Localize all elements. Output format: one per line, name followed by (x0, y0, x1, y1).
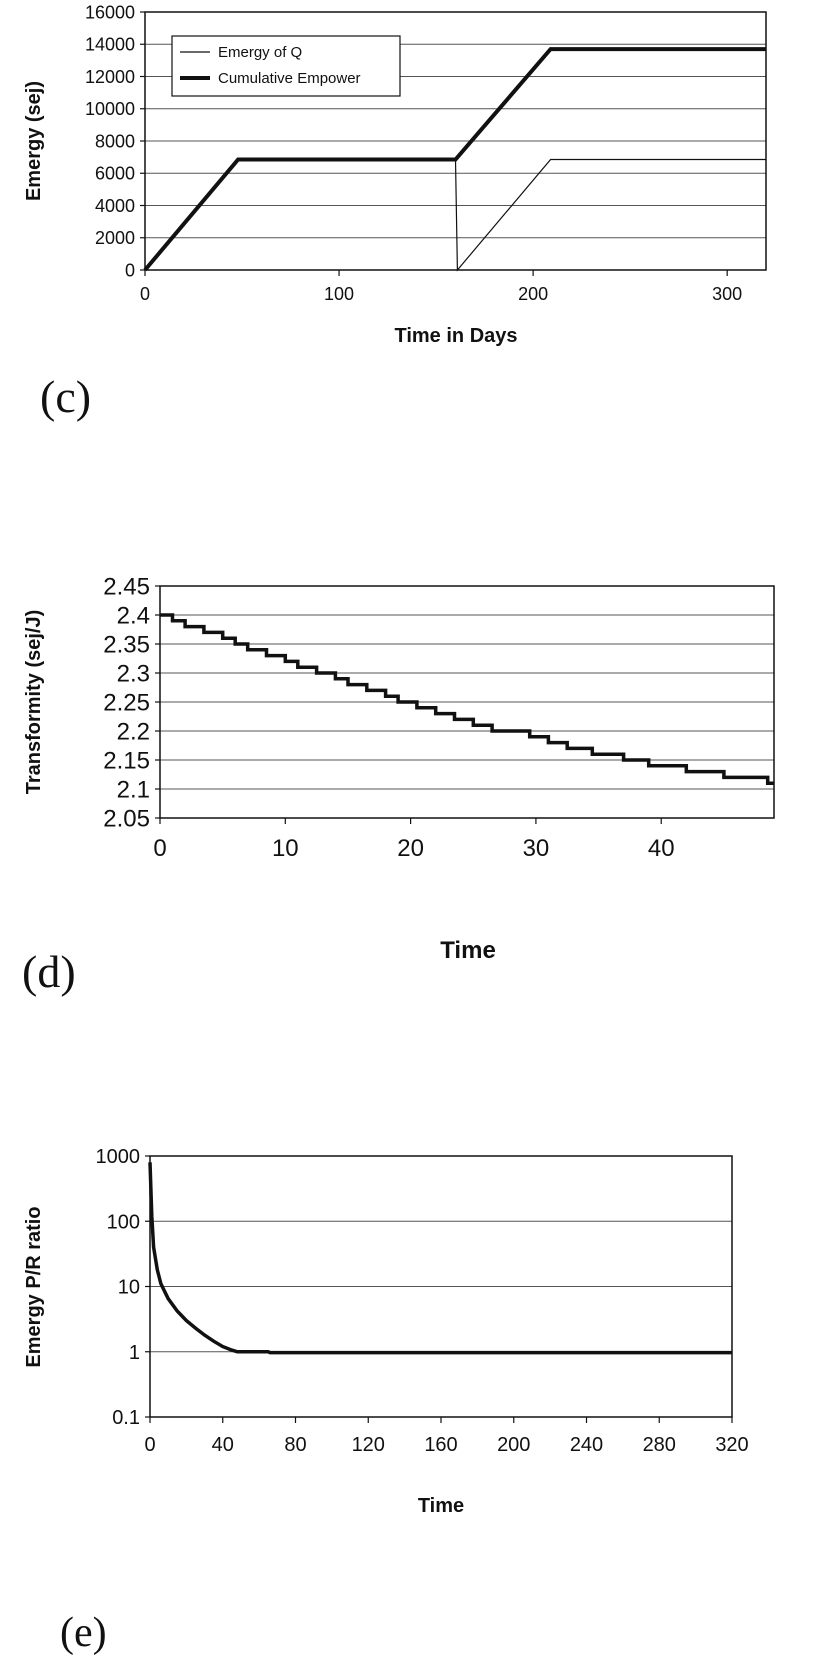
y-tick-label: 2.4 (117, 603, 150, 630)
panel-label: (c) (40, 371, 91, 422)
y-tick-label: 0.1 (112, 1407, 140, 1429)
x-tick-label: 0 (144, 1434, 155, 1456)
y-tick-label: 2000 (95, 228, 135, 248)
y-axis-label: Transformity (sej/J) (23, 610, 45, 795)
chart-panel-0: 0 2000 4000 6000 8000 10000 12000 14000 16000 0 10… (23, 2, 767, 422)
x-tick-label: 240 (570, 1434, 603, 1456)
x-axis-label: Time in Days (394, 325, 517, 347)
y-tick-label: 2.3 (117, 661, 150, 688)
x-axis-label: Time (418, 1495, 464, 1517)
y-axis-label: Emergy (sej) (23, 81, 45, 201)
x-tick-label: 100 (324, 284, 354, 304)
y-tick-label: 12000 (85, 67, 135, 87)
y-tick-label: 2.15 (103, 748, 150, 775)
y-tick-label: 2.25 (103, 690, 150, 717)
y-tick-label: 14000 (85, 35, 135, 55)
panel-label: (e) (60, 1610, 107, 1656)
legend-box (171, 35, 401, 97)
y-tick-label: 10 (118, 1277, 140, 1299)
x-tick-label: 0 (153, 835, 166, 862)
legend-entry: Cumulative Empower (218, 70, 361, 87)
y-tick-label: 10000 (85, 99, 135, 119)
y-tick-label: 2.45 (103, 574, 150, 601)
y-tick-label: 1 (129, 1342, 140, 1364)
x-tick-label: 160 (424, 1434, 457, 1456)
x-tick-label: 10 (272, 835, 299, 862)
y-tick-label: 8000 (95, 131, 135, 151)
x-tick-label: 200 (497, 1434, 530, 1456)
x-tick-label: 80 (284, 1434, 306, 1456)
y-tick-label: 4000 (95, 196, 135, 216)
x-tick-label: 280 (643, 1434, 676, 1456)
series-line-0 (148, 1162, 732, 1355)
x-tick-label: 20 (397, 835, 424, 862)
x-tick-label: 300 (712, 284, 742, 304)
x-tick-label: 0 (140, 284, 150, 304)
y-tick-label: 16000 (85, 2, 135, 22)
y-tick-label: 2.1 (117, 777, 150, 804)
chart-panel-2: 0.1 1 10 100 1000 0 40 80 120 160 200 240 280 320 Time… (23, 1146, 749, 1656)
x-tick-label: 40 (648, 835, 675, 862)
x-tick-label: 200 (518, 284, 548, 304)
series-line-emergy-of-q (144, 158, 766, 272)
series-line-0 (160, 613, 774, 785)
x-tick-label: 120 (352, 1434, 385, 1456)
y-tick-label: 2.05 (103, 806, 150, 833)
x-tick-label: 320 (715, 1434, 748, 1456)
legend-entry: Emergy of Q (218, 44, 302, 61)
y-tick-label: 6000 (95, 164, 135, 184)
y-tick-label: 2.35 (103, 632, 150, 659)
x-tick-label: 30 (523, 835, 550, 862)
y-tick-label: 2.2 (117, 719, 150, 746)
series-line-cumulative-empower (143, 47, 766, 272)
x-axis-label: Time (440, 937, 496, 964)
chart-panel-1: 2.052.12.152.22.252.32.352.42.45 0 10 20 30 4… (22, 574, 775, 997)
y-tick-label: 0 (125, 260, 135, 280)
y-tick-label: 1000 (96, 1146, 141, 1168)
x-tick-label: 40 (212, 1434, 234, 1456)
y-axis-label: Emergy P/R ratio (23, 1206, 45, 1367)
y-tick-label: 100 (107, 1211, 140, 1233)
panel-label: (d) (22, 946, 76, 997)
